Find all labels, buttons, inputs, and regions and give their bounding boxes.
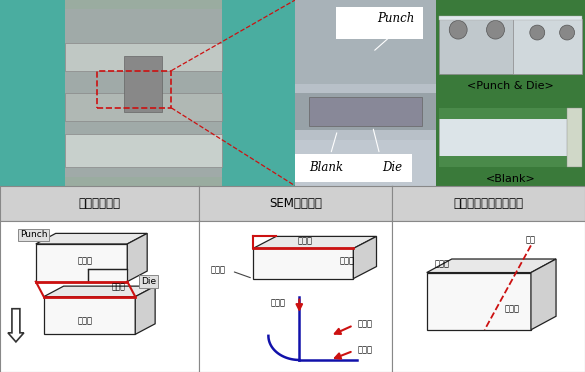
Text: 끝단부: 끝단부 — [211, 265, 226, 274]
Ellipse shape — [530, 25, 545, 40]
Text: 슬동면: 슬동면 — [340, 256, 355, 265]
Polygon shape — [44, 286, 155, 297]
FancyArrow shape — [8, 309, 24, 342]
Bar — [98, 71, 171, 108]
Polygon shape — [531, 259, 556, 330]
Polygon shape — [128, 233, 147, 282]
Text: 압력면: 압력면 — [298, 237, 312, 246]
Text: Punch: Punch — [377, 12, 415, 25]
Polygon shape — [253, 248, 353, 279]
Text: 슬동면: 슬동면 — [78, 256, 93, 265]
Ellipse shape — [560, 25, 574, 40]
Text: Punch: Punch — [20, 230, 47, 240]
Bar — [295, 0, 436, 84]
Text: 마이크로조직관찰위치: 마이크로조직관찰위치 — [453, 197, 524, 210]
Bar — [65, 9, 222, 177]
Polygon shape — [88, 269, 128, 282]
Text: 압력면: 압력면 — [435, 259, 449, 268]
Text: <Blank>: <Blank> — [486, 174, 535, 183]
Bar — [439, 19, 582, 74]
Bar — [514, 19, 582, 74]
Text: <Punch & Die>: <Punch & Die> — [467, 81, 554, 90]
Bar — [65, 134, 222, 167]
Polygon shape — [426, 259, 556, 273]
Bar — [124, 56, 163, 112]
Text: 절단: 절단 — [526, 235, 536, 244]
Bar — [65, 43, 222, 71]
Bar — [222, 0, 295, 186]
Bar — [439, 116, 570, 158]
Text: SEM관찰위치: SEM관찰위치 — [269, 197, 322, 210]
Bar — [309, 97, 422, 126]
FancyBboxPatch shape — [353, 154, 412, 182]
Polygon shape — [253, 237, 377, 248]
Polygon shape — [36, 244, 128, 282]
Ellipse shape — [449, 20, 467, 39]
Text: 끝단부: 끝단부 — [357, 319, 372, 328]
Text: 슬동면: 슬동면 — [357, 345, 372, 354]
Text: 압력면: 압력면 — [78, 316, 93, 325]
Polygon shape — [426, 273, 531, 330]
Polygon shape — [353, 237, 377, 279]
Text: 압력면: 압력면 — [271, 298, 286, 307]
Bar — [295, 93, 436, 130]
FancyBboxPatch shape — [294, 154, 360, 182]
Text: Blank: Blank — [309, 161, 343, 174]
Bar — [439, 16, 582, 20]
Text: 시편채취위치: 시편채취위치 — [78, 197, 121, 210]
Text: Die: Die — [141, 277, 156, 286]
FancyBboxPatch shape — [336, 7, 423, 39]
Polygon shape — [135, 286, 155, 334]
Bar — [0, 0, 65, 186]
Text: 끝단부: 끝단부 — [111, 282, 125, 291]
Polygon shape — [36, 233, 147, 244]
Bar — [567, 108, 582, 167]
Ellipse shape — [487, 20, 504, 39]
Polygon shape — [44, 297, 135, 334]
Bar — [439, 108, 570, 119]
Bar — [65, 93, 222, 121]
Text: Die: Die — [383, 161, 402, 174]
Text: 슬동면: 슬동면 — [504, 304, 519, 313]
Bar — [295, 140, 436, 186]
Bar — [439, 156, 570, 167]
